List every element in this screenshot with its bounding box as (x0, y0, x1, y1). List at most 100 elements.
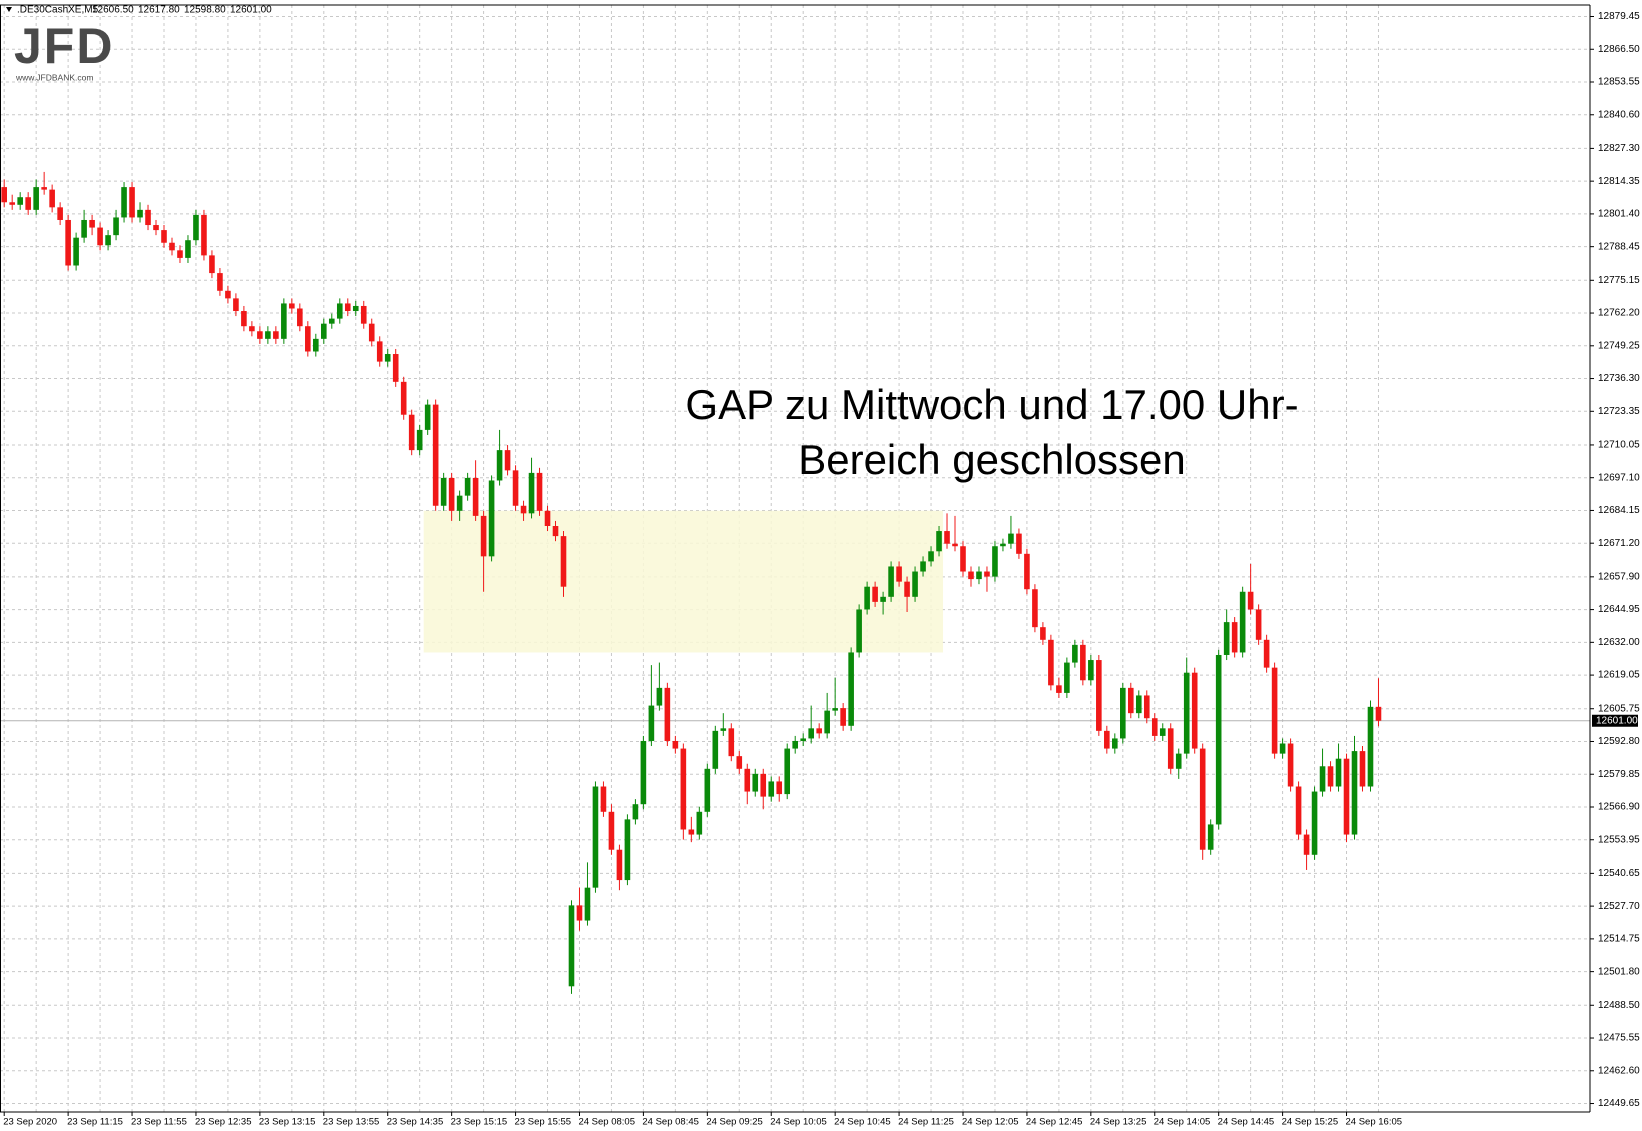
quote-low: 12598.80 (184, 5, 226, 16)
candle-body (672, 740, 679, 749)
candle-body (121, 187, 127, 218)
candle-body (1207, 824, 1214, 850)
candle-body (233, 298, 239, 312)
candle-body (113, 217, 119, 236)
y-tick-label: 12840.60 (1598, 109, 1640, 120)
x-tick-label: 23 Sep 11:55 (131, 1117, 187, 1128)
candle-body (25, 197, 31, 210)
candle-body (792, 740, 799, 749)
candle-body (552, 526, 559, 537)
x-tick-label: 24 Sep 13:25 (1090, 1117, 1147, 1128)
candle-body (400, 381, 407, 415)
candle-body (536, 472, 543, 511)
y-tick-label: 12723.35 (1598, 406, 1640, 417)
candle-body (1183, 672, 1190, 754)
y-tick-label: 12736.30 (1598, 373, 1640, 384)
candle-body (265, 331, 271, 339)
candle-body (864, 586, 870, 610)
candle-body (1048, 639, 1054, 686)
candle-body (1295, 786, 1302, 835)
candle-body (608, 811, 615, 850)
candle-body (920, 561, 926, 572)
candle-body (584, 887, 591, 921)
candle-body (976, 571, 982, 580)
candle-body (696, 811, 703, 835)
candle-body (1000, 543, 1006, 547)
candle-body (305, 326, 311, 352)
candle-body (712, 730, 719, 769)
x-tick-label: 24 Sep 09:25 (706, 1117, 763, 1128)
candle-body (992, 546, 998, 577)
candle-body (704, 768, 711, 812)
candle-body (424, 404, 431, 430)
candle-body (648, 705, 655, 741)
candle-body (129, 187, 135, 218)
candle-body (840, 708, 846, 726)
candle-body (760, 773, 767, 797)
y-tick-label: 12788.45 (1598, 241, 1640, 252)
candle-body (464, 477, 471, 496)
candle-body (856, 609, 862, 653)
y-tick-label: 12775.15 (1598, 275, 1640, 286)
y-tick-label: 12449.65 (1598, 1098, 1640, 1109)
candle-body (1072, 644, 1078, 663)
candle-body (289, 303, 295, 309)
x-tick-label: 23 Sep 15:55 (515, 1117, 572, 1128)
candle-body (496, 450, 503, 481)
candle-body (952, 543, 958, 547)
x-tick-label: 23 Sep 2020 (3, 1117, 57, 1128)
candle-body (808, 728, 814, 739)
candle-body (728, 728, 735, 757)
candle-body (1064, 662, 1070, 693)
y-tick-label: 12501.80 (1598, 966, 1640, 977)
candle-body (193, 214, 199, 241)
candle-body (153, 225, 159, 231)
x-tick-label: 24 Sep 12:05 (962, 1117, 1019, 1128)
candle-body (1056, 685, 1062, 693)
candle-body (281, 303, 287, 339)
y-tick-label: 12488.50 (1598, 1000, 1640, 1011)
x-tick-label: 23 Sep 12:35 (195, 1117, 252, 1128)
candle-body (576, 905, 583, 921)
candle-body (1351, 751, 1358, 835)
candle-body (376, 341, 383, 362)
x-tick-label: 23 Sep 13:55 (323, 1117, 380, 1128)
candle-body (185, 240, 191, 258)
y-tick-label: 12710.05 (1598, 440, 1640, 451)
candle-body (225, 290, 231, 299)
x-tick-label: 23 Sep 14:35 (387, 1117, 444, 1128)
candle-body (416, 429, 423, 451)
candle-body (384, 354, 391, 362)
candle-body (368, 323, 375, 342)
candle-body (328, 318, 335, 324)
candle-body (1088, 660, 1094, 681)
candle-body (904, 581, 910, 597)
candle-body (928, 551, 934, 562)
candle-body (344, 303, 351, 312)
annotation-line: GAP zu Mittwoch und 17.00 Uhr- (685, 381, 1298, 428)
candle-body (297, 308, 303, 327)
quote-close: 12601.00 (230, 5, 272, 16)
candle-body (680, 748, 687, 830)
candle-body (1239, 591, 1246, 653)
x-tick-label: 23 Sep 15:15 (451, 1117, 508, 1128)
candle-body (1096, 660, 1102, 731)
candle-body (89, 219, 95, 228)
candle-body (664, 687, 671, 741)
candle-body (616, 849, 623, 881)
candle-body (1008, 533, 1014, 544)
candle-body (49, 189, 55, 208)
y-tick-label: 12684.15 (1598, 505, 1640, 516)
candle-body (57, 207, 63, 220)
y-tick-label: 12540.65 (1598, 868, 1640, 879)
quote-high: 12617.80 (138, 5, 180, 16)
candle-body (1040, 627, 1046, 640)
menu-arrow[interactable] (6, 7, 12, 12)
candle-body (816, 728, 822, 734)
candle-body (1311, 791, 1318, 855)
candle-body (784, 748, 791, 795)
y-tick-label: 12566.90 (1598, 802, 1640, 813)
candle-body (1375, 706, 1382, 721)
